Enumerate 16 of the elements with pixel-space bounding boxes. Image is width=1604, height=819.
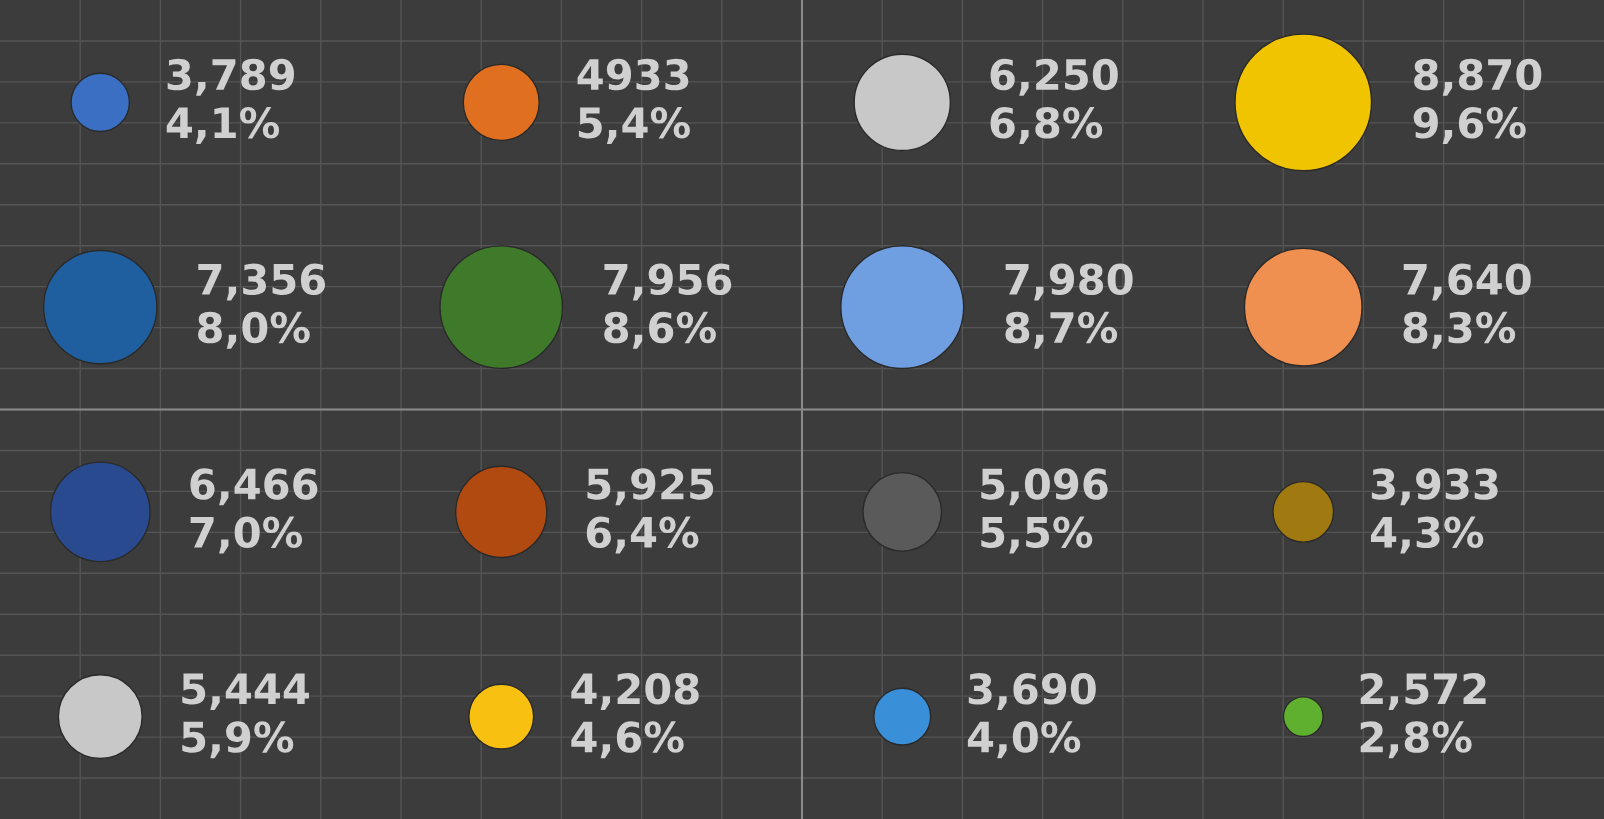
data-label: 5,444 5,9% [182, 673, 309, 759]
data-label: 5,925 6,4% [586, 468, 714, 554]
data-label: 7,640 8,3% [1403, 263, 1531, 349]
data-label: 6,466 7,0% [190, 468, 318, 554]
data-label: 3,933 4,3% [1370, 468, 1498, 554]
data-label: 4,208 4,6% [571, 673, 699, 759]
data-label: 5,096 5,5% [981, 468, 1108, 554]
data-label: 3,789 4,1% [166, 58, 295, 144]
data-label: 6,250 6,8% [990, 58, 1118, 144]
data-label: 7,980 8,7% [1005, 263, 1133, 349]
data-label: 8,870 9,6% [1413, 58, 1542, 144]
data-label: 7,956 8,6% [604, 263, 732, 349]
data-label: 3,690 4,0% [967, 673, 1096, 759]
data-label: 2,572 2,8% [1360, 673, 1486, 759]
data-label: 4933 5,4% [577, 58, 690, 144]
data-label: 7,356 8,0% [198, 263, 326, 349]
